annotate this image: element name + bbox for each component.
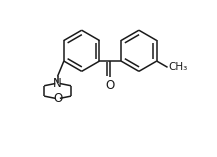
Text: O: O [106, 79, 115, 92]
Text: N: N [53, 77, 62, 89]
Text: O: O [53, 92, 62, 105]
Text: CH₃: CH₃ [168, 62, 188, 72]
